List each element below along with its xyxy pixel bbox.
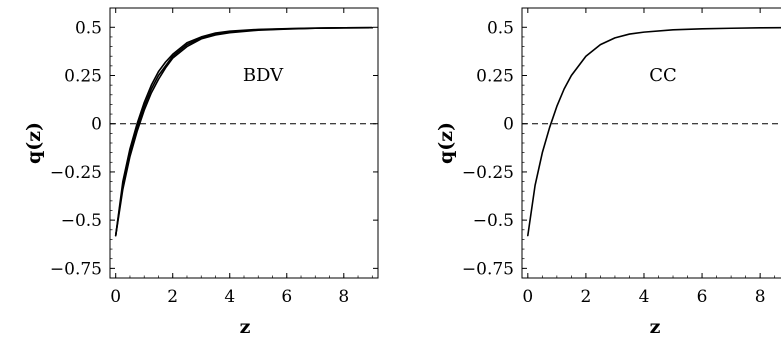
y-tick-label: −0.75 bbox=[50, 259, 102, 279]
panel-annotation: CC bbox=[649, 65, 677, 86]
x-axis-label: z bbox=[240, 316, 251, 338]
x-tick-label: 0 bbox=[110, 287, 121, 307]
y-tick-label: −0.75 bbox=[462, 259, 514, 279]
x-tick-label: 2 bbox=[580, 287, 591, 307]
y-tick-label: 0.25 bbox=[476, 67, 514, 87]
plot-frame bbox=[521, 7, 781, 279]
y-tick-label: 0 bbox=[503, 115, 514, 135]
series-line bbox=[114, 26, 374, 237]
y-tick-label: −0.5 bbox=[473, 211, 514, 231]
x-tick-label: 6 bbox=[697, 287, 708, 307]
x-tick-label: 4 bbox=[224, 287, 235, 307]
panel-cc: 0.5 0.25 0 −0.25 −0.5 −0.75 0 2 4 6 8 CC z q(z) bbox=[435, 7, 781, 338]
x-tick-label: 4 bbox=[639, 287, 650, 307]
y-tick-label: −0.25 bbox=[462, 163, 514, 183]
x-axis-label: z bbox=[650, 316, 661, 338]
y-tick-label: 0.5 bbox=[75, 18, 102, 38]
plot-frame bbox=[109, 7, 379, 279]
x-tick-label: 2 bbox=[167, 287, 178, 307]
x-tick-label: 0 bbox=[522, 287, 533, 307]
x-tick-label: 6 bbox=[281, 287, 292, 307]
x-tick-label: 8 bbox=[338, 287, 349, 307]
panel-bdv: 0.5 0.25 0 −0.25 −0.5 −0.75 0 2 4 6 8 BDV z q(z) bbox=[23, 7, 379, 338]
y-tick-label: 0 bbox=[91, 115, 102, 135]
y-tick-label: −0.25 bbox=[50, 163, 102, 183]
y-axis-label: q(z) bbox=[435, 122, 457, 164]
panel-annotation: BDV bbox=[243, 65, 284, 86]
y-axis-label: q(z) bbox=[23, 122, 45, 164]
y-tick-label: 0.25 bbox=[64, 67, 102, 87]
y-tick-label: 0.5 bbox=[487, 18, 514, 38]
x-tick-label: 8 bbox=[755, 287, 766, 307]
y-tick-label: −0.5 bbox=[61, 211, 102, 231]
series-line bbox=[527, 26, 781, 237]
series-line bbox=[114, 26, 374, 237]
series-line bbox=[114, 26, 374, 237]
